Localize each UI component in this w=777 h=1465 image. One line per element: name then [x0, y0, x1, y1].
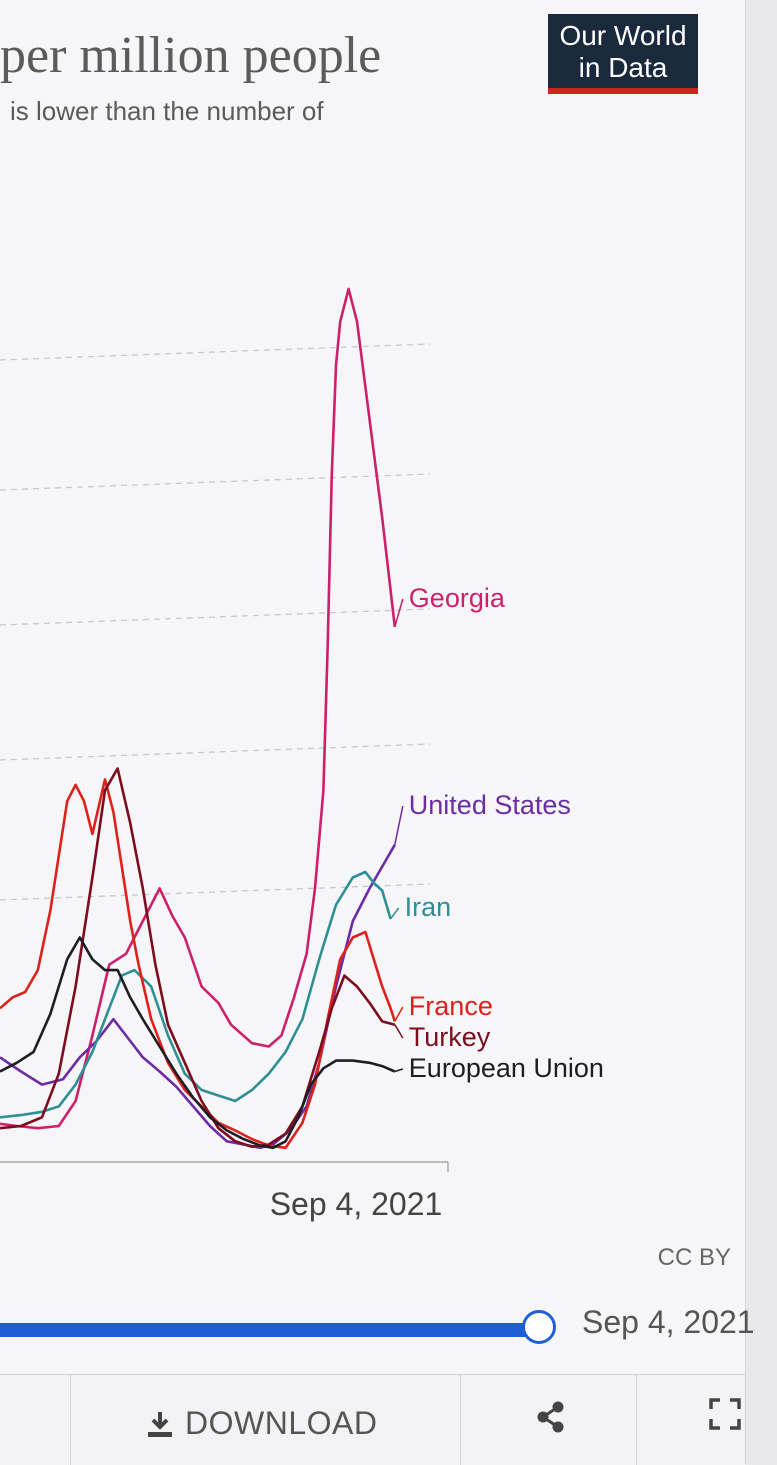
series-line-iran	[0, 870, 392, 1119]
toolbar-divider	[70, 1375, 71, 1465]
download-button[interactable]: DOWNLOAD	[145, 1405, 377, 1442]
fullscreen-button[interactable]	[708, 1397, 742, 1431]
chart-toolbar: DOWNLOAD	[0, 1374, 745, 1465]
series-label[interactable]: France	[409, 991, 493, 1021]
share-icon	[537, 1401, 564, 1433]
logo-line-1: Our World	[559, 20, 687, 51]
timeline-track[interactable]	[0, 1323, 540, 1337]
timeline-date: Sep 4, 2021	[582, 1304, 755, 1340]
license-label[interactable]: CC BY	[657, 1244, 731, 1271]
owid-logo[interactable]: Our World in Data	[548, 14, 698, 94]
chart-card: per million people is lower than the num…	[0, 0, 755, 1465]
series-line-france	[0, 778, 397, 1150]
series-label[interactable]: European Union	[409, 1053, 604, 1083]
chart-subtitle: is lower than the number of	[10, 96, 324, 126]
toolbar-divider	[636, 1375, 637, 1465]
download-label: DOWNLOAD	[185, 1405, 378, 1441]
grid-line	[0, 883, 431, 901]
series-label-connector	[389, 907, 400, 920]
grid-line	[0, 473, 431, 491]
logo-line-2: in Data	[578, 52, 668, 83]
series-label[interactable]: Turkey	[409, 1022, 491, 1052]
series-label[interactable]: United States	[409, 790, 571, 820]
series-label[interactable]: Georgia	[409, 583, 506, 613]
grid-line	[0, 608, 431, 626]
series-label-connector	[394, 805, 404, 845]
series-label-connector	[394, 1024, 404, 1039]
line-chart: Georgia United States Iran FranceTurkeyEuro…	[0, 287, 604, 1222]
series-line-united-states	[0, 844, 396, 1150]
share-button[interactable]	[534, 1399, 568, 1435]
series-label[interactable]: Iran	[405, 892, 452, 922]
series-label-connector	[394, 1068, 404, 1073]
grid-line	[0, 743, 431, 761]
chart-title: per million people	[0, 27, 382, 84]
toolbar-divider	[460, 1375, 461, 1465]
download-icon	[148, 1411, 172, 1437]
series-line-turkey	[0, 767, 396, 1148]
grid-lines	[0, 343, 431, 901]
series-label-connector	[394, 598, 404, 628]
grid-line	[0, 343, 431, 361]
series-label-connector	[394, 1006, 404, 1022]
x-tick-label: Sep 4, 2021	[270, 1186, 443, 1222]
fullscreen-icon	[709, 1398, 741, 1430]
timeline-handle[interactable]	[522, 1310, 556, 1344]
series-line-european-union	[0, 936, 396, 1150]
series-line-georgia	[0, 287, 397, 1130]
